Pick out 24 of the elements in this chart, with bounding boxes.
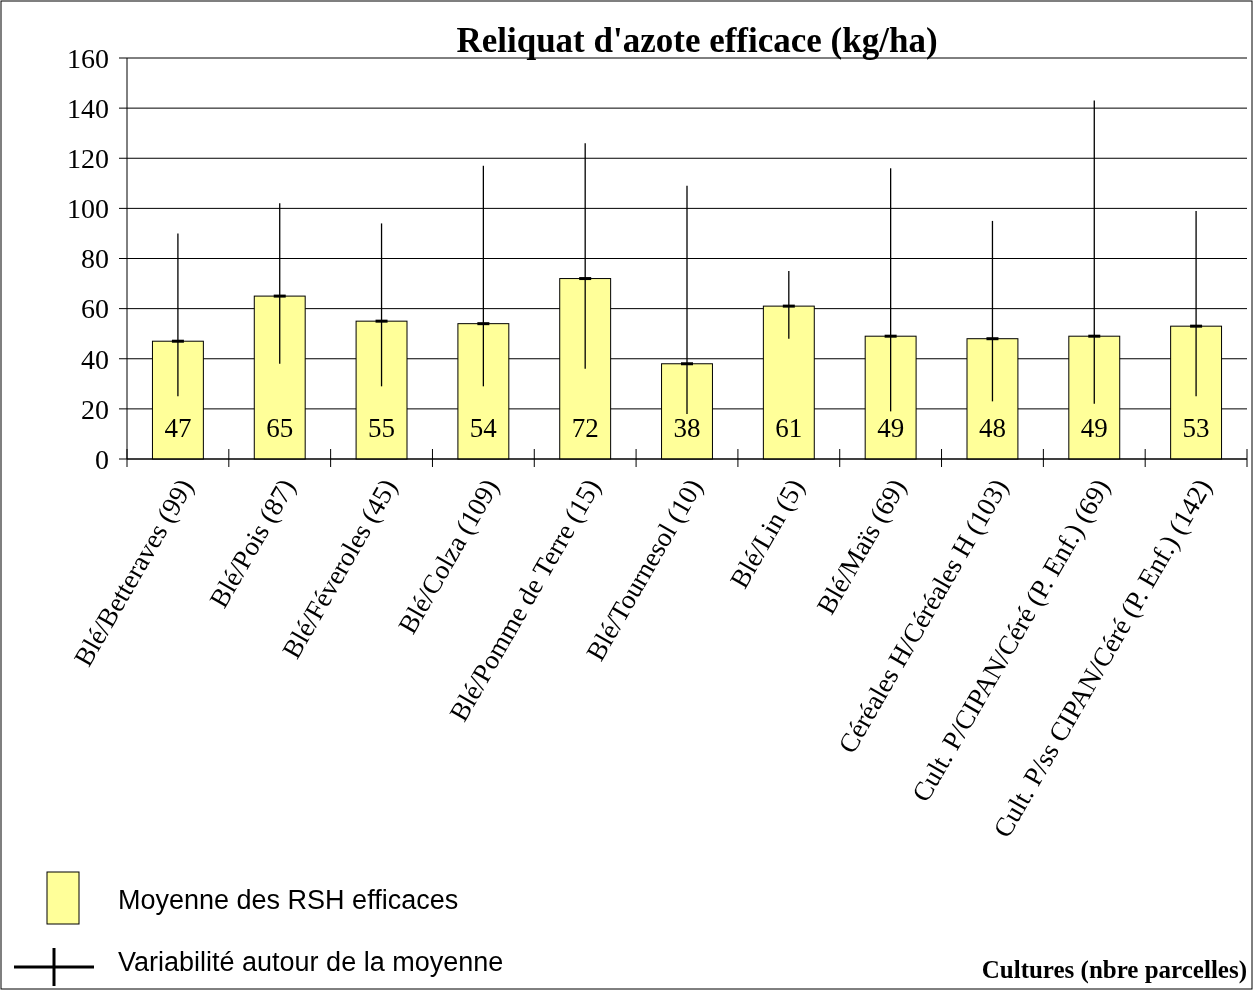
y-tick-label: 160: [67, 42, 109, 74]
data-label: 61: [775, 413, 803, 443]
data-label: 49: [877, 413, 905, 443]
data-label: 54: [469, 413, 498, 443]
y-tick-label: 120: [67, 143, 109, 175]
data-label: 38: [673, 413, 701, 443]
y-tick-label: 40: [81, 343, 109, 375]
legend-label: Moyenne des RSH efficaces: [118, 885, 459, 916]
data-label: 47: [164, 413, 192, 443]
data-label: 55: [368, 413, 396, 443]
data-label: 72: [571, 413, 599, 443]
data-label: 49: [1080, 413, 1108, 443]
y-tick-label: 80: [81, 243, 109, 275]
data-label: 48: [978, 413, 1006, 443]
x-axis-title: Cultures (nbre parcelles): [981, 956, 1247, 984]
y-tick-label: 60: [81, 293, 109, 325]
data-label: 53: [1182, 413, 1210, 443]
y-tick-label: 140: [67, 92, 109, 124]
text: Variabilité autour de la moyenne: [118, 947, 504, 978]
y-tick-label: 20: [81, 393, 109, 425]
y-tick-label: 0: [95, 443, 109, 475]
y-tick-label: 100: [67, 193, 109, 225]
chart-title: Reliquat d'azote efficace (kg/ha): [456, 21, 938, 60]
data-label: 65: [266, 413, 294, 443]
